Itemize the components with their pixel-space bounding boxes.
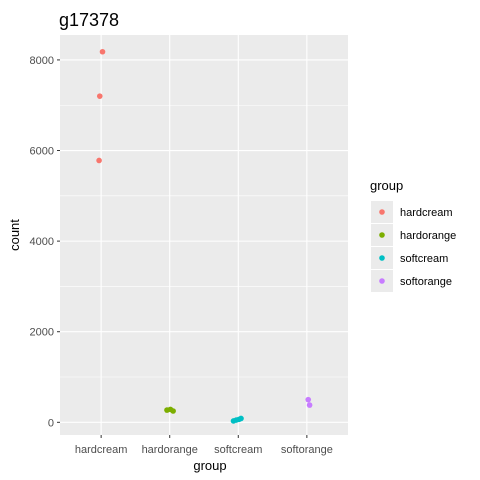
- y-tick-label: 4000: [30, 236, 54, 248]
- x-tick-label: hardcream: [75, 444, 128, 456]
- y-axis-title: count: [7, 219, 22, 251]
- grid-lines: [60, 35, 348, 435]
- legend-key-hardcream: [379, 209, 385, 215]
- legend-label-softorange: softorange: [400, 276, 452, 288]
- x-tick-label: softcream: [214, 444, 262, 456]
- data-point-softorange: [306, 402, 313, 408]
- x-tick-label: hardorange: [142, 444, 198, 456]
- x-axis-title: group: [193, 458, 226, 473]
- series-hardcream: [96, 48, 106, 164]
- legend: group hardcream hardorange softcream softor…: [370, 178, 456, 292]
- legend-label-hardcream: hardcream: [400, 207, 453, 219]
- series-softcream: [230, 415, 244, 424]
- x-axis: hardcream hardorange softcream softorange: [75, 435, 333, 456]
- series-softorange: [305, 396, 313, 408]
- legend-key-hardorange: [379, 232, 385, 238]
- x-tick-label: softorange: [281, 444, 333, 456]
- legend-label-softcream: softcream: [400, 253, 448, 265]
- data-point-softorange: [305, 396, 312, 403]
- series-hardorange: [164, 406, 176, 414]
- y-tick-label: 2000: [30, 327, 54, 339]
- data-point-hardcream: [96, 93, 103, 99]
- chart-title: g17378: [59, 10, 119, 30]
- data-point-hardcream: [96, 157, 102, 164]
- y-tick-label: 6000: [30, 146, 54, 158]
- plot-panel: [60, 35, 348, 435]
- data-point-softcream: [238, 415, 244, 422]
- data-point-hardorange: [170, 408, 176, 414]
- y-axis: 0 2000 4000 6000 8000: [30, 55, 60, 429]
- legend-title: group: [370, 178, 403, 193]
- data-point-hardcream: [99, 48, 106, 55]
- legend-label-hardorange: hardorange: [400, 230, 456, 242]
- data-points: [96, 48, 313, 424]
- legend-key-softcream: [379, 255, 385, 261]
- y-tick-label: 0: [48, 417, 54, 429]
- legend-key-softorange: [379, 278, 385, 284]
- y-tick-label: 8000: [30, 55, 54, 67]
